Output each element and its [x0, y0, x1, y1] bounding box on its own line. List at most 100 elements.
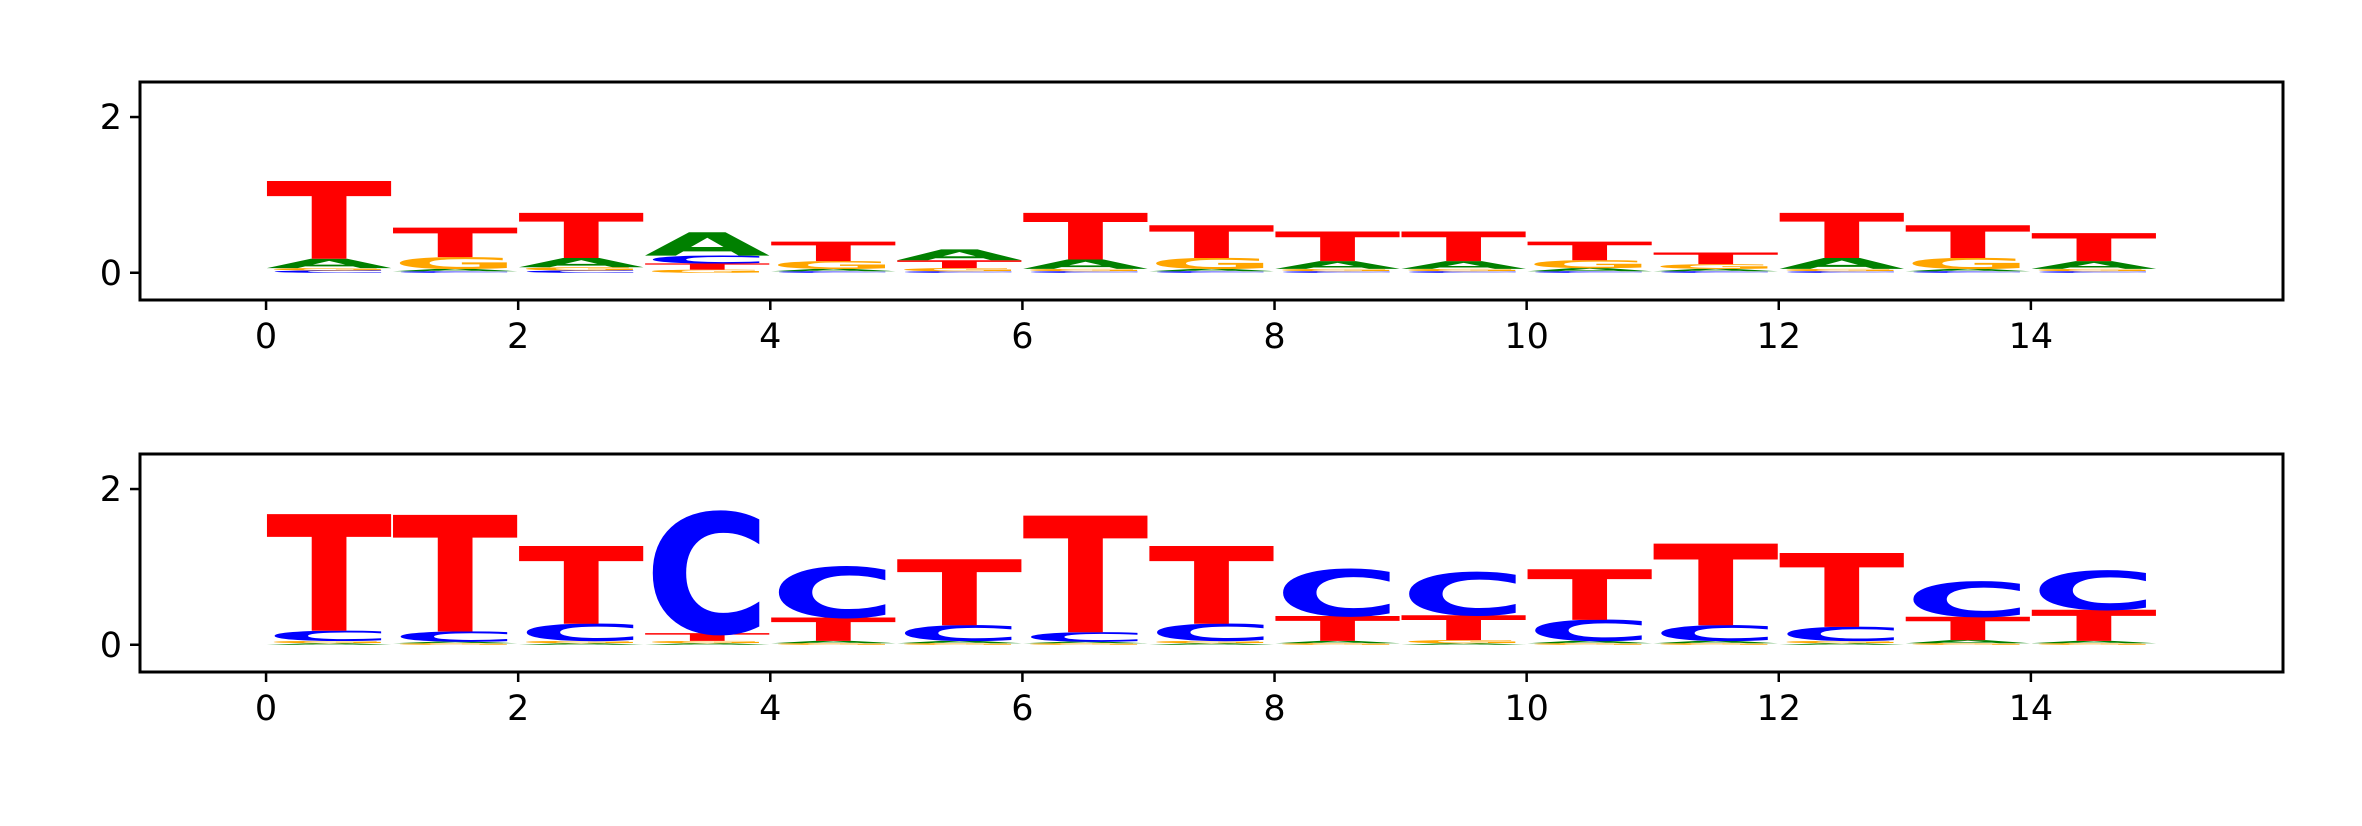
logo-letter: T: [644, 262, 770, 272]
x-tick-label: 8: [1263, 317, 1285, 357]
logo-letter: A: [2031, 640, 2157, 644]
axes-frame: [138, 452, 2285, 674]
logo-letter: G: [644, 269, 770, 274]
logo-letter: C: [770, 553, 896, 634]
logo-letter: T: [896, 542, 1022, 647]
logo-letter: A: [392, 268, 518, 272]
logo-letter: C: [2031, 560, 2157, 622]
logo-letter: C: [266, 628, 392, 644]
x-tick-label: 12: [1756, 689, 1801, 729]
logo-letter: T: [1401, 609, 1527, 649]
logo-letter: T: [1527, 237, 1653, 267]
logo-letter: A: [1527, 267, 1653, 272]
x-tick-label: 10: [1504, 317, 1549, 357]
logo-letter: A: [266, 256, 392, 271]
logo-letter: A: [770, 268, 896, 272]
logo-letter: G: [1148, 255, 1274, 272]
x-tick-label: 4: [759, 317, 781, 357]
x-tick-label: 0: [255, 317, 277, 357]
logo-letter: G: [1148, 640, 1274, 644]
logo-letter: A: [770, 640, 896, 644]
logo-letter: G: [392, 254, 518, 273]
x-tick-label: 8: [1263, 689, 1285, 729]
x-tick-label: 6: [1011, 689, 1033, 729]
logo-letter: T: [2031, 226, 2157, 271]
logo-letter: G: [896, 267, 1022, 272]
logo-letter: A: [1148, 643, 1274, 645]
logo-letter: T: [518, 525, 644, 649]
x-tick-label: 12: [1756, 317, 1801, 357]
logo-letter: T: [1527, 555, 1653, 636]
logo-letter: A: [1275, 640, 1401, 644]
logo-letter: A: [1779, 643, 1905, 645]
logo-letter: C: [266, 270, 392, 274]
y-tick-label: 0: [100, 254, 122, 294]
logo-letter: A: [644, 226, 770, 263]
logo-letter: T: [1022, 484, 1148, 670]
logo-letter: T: [1148, 216, 1274, 268]
y-tick-label: 2: [100, 98, 122, 138]
logo-letter: A: [1905, 268, 2031, 272]
logo-letter: T: [266, 160, 392, 284]
logo-letter: C: [1275, 271, 1401, 273]
logo-letter: C: [1905, 572, 2031, 628]
logo-letter: G: [1275, 268, 1401, 272]
x-tick-label: 14: [2009, 317, 2054, 357]
logo-letter: A: [1779, 255, 1905, 272]
logo-letter: A: [518, 256, 644, 271]
logo-letter: G: [266, 267, 392, 271]
logo-letter: G: [266, 640, 392, 644]
logo-letter: T: [1401, 224, 1527, 271]
logo-letter: T: [392, 483, 518, 669]
logo-letter: G: [1653, 263, 1779, 270]
logo-letter: C: [1527, 271, 1653, 273]
logo-letter: T: [1653, 522, 1779, 652]
x-tick-label: 14: [2009, 689, 2054, 729]
logo-letter: T: [1022, 200, 1148, 275]
logo-letter: G: [1401, 639, 1527, 644]
logo-letter: G: [2031, 643, 2157, 645]
logo-letter: G: [1653, 643, 1779, 645]
logo-letter: A: [644, 643, 770, 645]
logo-letter: A: [392, 641, 518, 643]
logo-letter: A: [1022, 641, 1148, 643]
logo-letter: C: [1148, 271, 1274, 273]
logo-letter: G: [1527, 258, 1653, 270]
logo-letter: A: [1148, 268, 1274, 272]
x-tick-label: 0: [255, 689, 277, 729]
logo-letter: A: [1275, 259, 1401, 271]
logo-letter: C: [1148, 619, 1274, 646]
logo-letter: C: [1653, 271, 1779, 273]
logo-letter: A: [1653, 268, 1779, 272]
logo-letter: G: [770, 643, 896, 645]
logo-letter: G: [1905, 255, 2031, 272]
logo-letter: G: [896, 643, 1022, 645]
logo-letter: C: [2031, 271, 2157, 273]
logo-letter: T: [1275, 224, 1401, 271]
logo-letter: C: [1022, 630, 1148, 645]
logo-letter: T: [770, 236, 896, 267]
logo-letter: A: [896, 640, 1022, 644]
logo-letter: G: [1275, 643, 1401, 645]
logo-letter: T: [1148, 525, 1274, 649]
x-tick-label: 6: [1011, 317, 1033, 357]
logo-letter: A: [1653, 640, 1779, 644]
logo-letter: G: [2031, 268, 2157, 272]
logo-letter: T: [644, 631, 770, 643]
logo-letter: A: [1401, 259, 1527, 271]
logo-letter: C: [392, 629, 518, 645]
logo-letter: G: [518, 266, 644, 271]
x-tick-label: 2: [507, 689, 529, 729]
logo-letter: A: [1022, 257, 1148, 272]
logo-letter: G: [392, 643, 518, 645]
logo-letter: T: [1653, 249, 1779, 268]
axes-frame: [138, 80, 2285, 302]
logo-letter: C: [518, 619, 644, 646]
logo-letter: G: [518, 640, 644, 644]
